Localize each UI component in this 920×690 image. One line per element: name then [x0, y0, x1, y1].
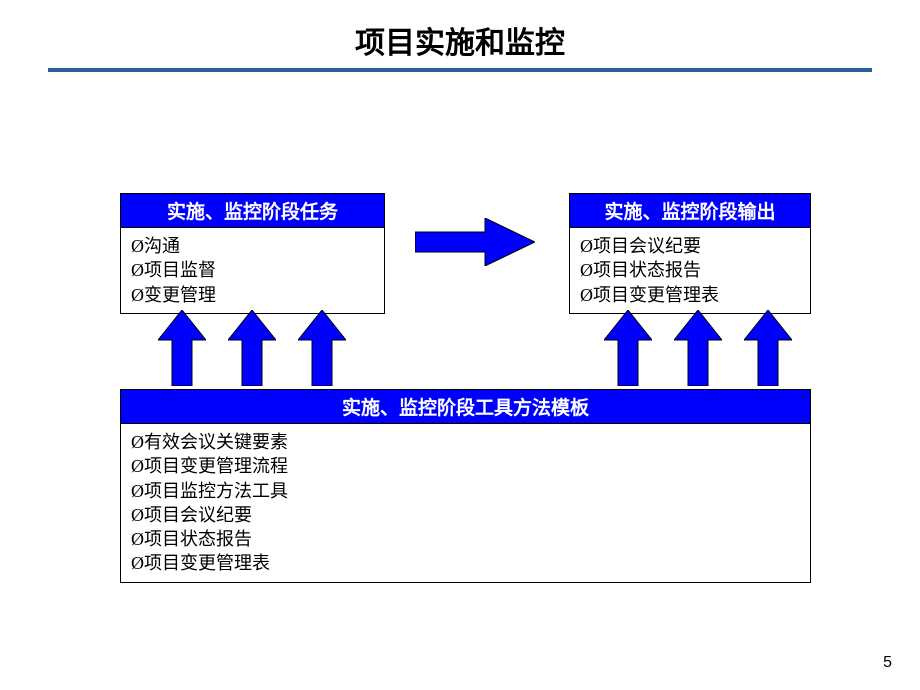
tools-box: 实施、监控阶段工具方法模板 Ø有效会议关键要素 Ø项目变更管理流程 Ø项目监控方… — [120, 389, 811, 583]
tasks-header: 实施、监控阶段任务 — [121, 194, 384, 227]
arrow-up-icon — [298, 310, 346, 386]
arrow-up-icon — [158, 310, 206, 386]
tools-item: Ø有效会议关键要素 — [131, 430, 800, 454]
outputs-header: 实施、监控阶段输出 — [570, 194, 810, 227]
tasks-item: Ø项目监督 — [131, 258, 374, 282]
tools-item: Ø项目状态报告 — [131, 527, 800, 551]
arrow-right-icon — [415, 218, 535, 266]
arrow-up-icon — [744, 310, 792, 386]
tools-header: 实施、监控阶段工具方法模板 — [121, 390, 810, 423]
tools-item: Ø项目变更管理表 — [131, 551, 800, 575]
tasks-item: Ø沟通 — [131, 234, 374, 258]
outputs-item: Ø项目会议纪要 — [580, 234, 800, 258]
slide: 项目实施和监控 实施、监控阶段任务 Ø沟通 Ø项目监督 Ø变更管理 实施、监控阶… — [0, 0, 920, 690]
title-underline — [48, 68, 872, 72]
tools-item: Ø项目会议纪要 — [131, 503, 800, 527]
arrow-up-icon — [228, 310, 276, 386]
tasks-box: 实施、监控阶段任务 Ø沟通 Ø项目监督 Ø变更管理 — [120, 193, 385, 314]
outputs-item: Ø项目状态报告 — [580, 258, 800, 282]
outputs-box: 实施、监控阶段输出 Ø项目会议纪要 Ø项目状态报告 Ø项目变更管理表 — [569, 193, 811, 314]
arrow-up-icon — [604, 310, 652, 386]
tasks-item: Ø变更管理 — [131, 283, 374, 307]
tools-body: Ø有效会议关键要素 Ø项目变更管理流程 Ø项目监控方法工具 Ø项目会议纪要 Ø项… — [121, 423, 810, 582]
tasks-body: Ø沟通 Ø项目监督 Ø变更管理 — [121, 227, 384, 313]
tools-item: Ø项目变更管理流程 — [131, 454, 800, 478]
outputs-item: Ø项目变更管理表 — [580, 283, 800, 307]
page-number: 5 — [883, 654, 892, 672]
outputs-body: Ø项目会议纪要 Ø项目状态报告 Ø项目变更管理表 — [570, 227, 810, 313]
tools-item: Ø项目监控方法工具 — [131, 479, 800, 503]
slide-title: 项目实施和监控 — [0, 18, 920, 62]
arrow-up-icon — [674, 310, 722, 386]
